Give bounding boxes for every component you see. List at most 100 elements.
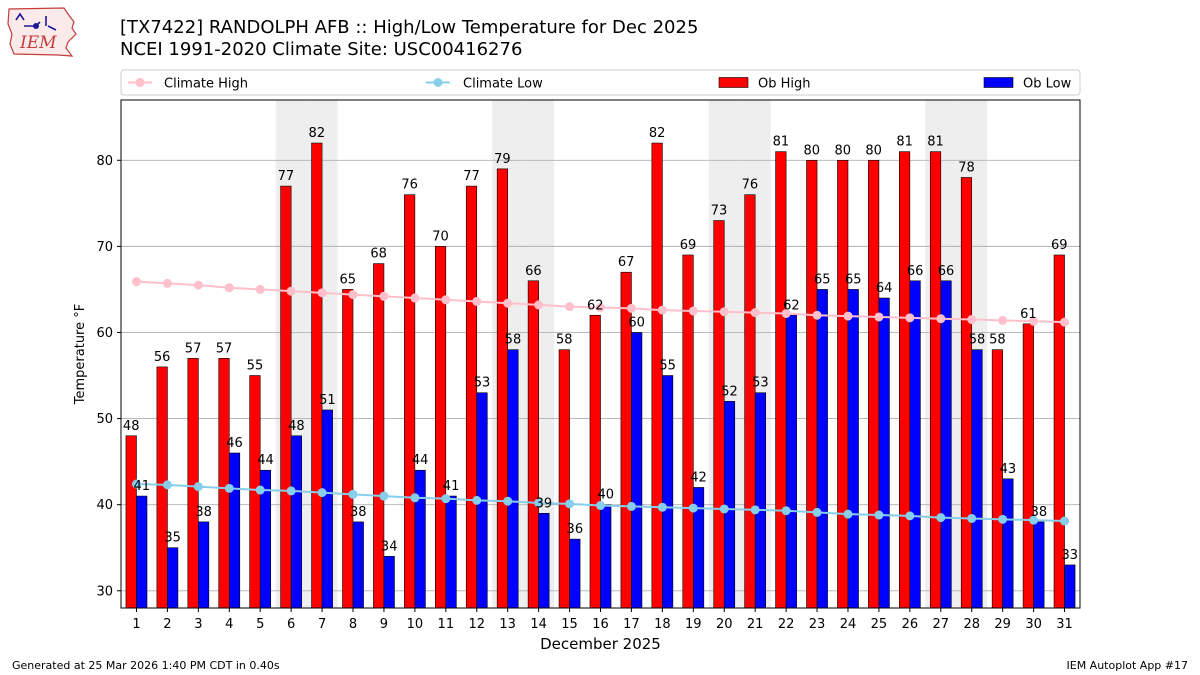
app-credit: IEM Autoplot App #17 — [1066, 659, 1189, 672]
climate-low-point — [626, 501, 636, 511]
ob-high-bar — [218, 358, 230, 609]
climate-high-point — [1029, 316, 1039, 326]
climate-high-point — [596, 303, 605, 313]
climate-low-point — [379, 491, 389, 501]
ob-high-label: 58 — [989, 333, 1006, 348]
x-tick-label: 23 — [809, 617, 826, 632]
climate-high-point — [317, 288, 327, 298]
x-tick-label: 5 — [256, 617, 264, 632]
ob-low-label: 65 — [814, 272, 831, 287]
ob-high-label: 78 — [958, 160, 975, 175]
ob-high-bar — [280, 185, 292, 609]
ob-high-label: 81 — [896, 135, 913, 150]
climate-high-point — [441, 295, 451, 305]
iem-logo: IEM — [7, 7, 77, 57]
logo-text: IEM — [19, 33, 57, 53]
climate-high-point — [750, 308, 760, 318]
climate-low-point — [255, 485, 265, 495]
ob-high-label: 65 — [339, 272, 356, 287]
ob-low-bar — [445, 495, 457, 609]
ob-low-label: 43 — [1000, 462, 1017, 477]
x-tick-label: 16 — [592, 617, 609, 632]
ob-high-bar — [589, 314, 601, 609]
ob-high-label: 57 — [185, 341, 202, 356]
legend-ob-high-label: Ob High — [758, 77, 811, 92]
x-tick-label: 20 — [716, 617, 733, 632]
ob-low-label: 39 — [536, 496, 553, 511]
ob-high-bar — [1022, 323, 1034, 609]
climate-high-point — [781, 309, 791, 319]
ob-high-label: 80 — [804, 143, 821, 158]
ob-low-bar — [878, 297, 890, 609]
ob-high-label: 80 — [834, 143, 851, 158]
climate-high-point — [410, 293, 420, 303]
y-tick-label: 80 — [96, 154, 113, 169]
ob-low-label: 66 — [907, 264, 924, 279]
x-tick-label: 1 — [132, 617, 140, 632]
x-tick-label: 14 — [530, 617, 547, 632]
ob-low-label: 51 — [319, 393, 336, 408]
climate-low-point — [348, 489, 358, 499]
ob-high-label: 82 — [309, 126, 326, 141]
x-tick-label: 17 — [623, 617, 640, 632]
ob-high-label: 79 — [494, 152, 511, 167]
climate-low-point — [503, 496, 513, 506]
x-tick-label: 2 — [163, 617, 171, 632]
climate-low-point — [1060, 516, 1070, 526]
climate-high-point — [843, 311, 853, 321]
ob-low-bar — [631, 332, 643, 609]
ob-high-bar — [713, 220, 725, 609]
ob-high-bar — [868, 159, 880, 609]
climate-high-point — [998, 315, 1008, 325]
ob-high-label: 82 — [649, 126, 666, 141]
ob-low-bar — [816, 289, 828, 609]
ob-high-bar — [929, 151, 942, 609]
ob-high-bar — [837, 159, 849, 609]
ob-high-label: 67 — [618, 255, 635, 270]
ob-low-bar — [785, 314, 797, 609]
ob-low-bar — [600, 504, 612, 609]
climate-low-point — [936, 513, 946, 523]
climate-low-point — [565, 499, 575, 509]
ob-low-bar — [847, 289, 859, 609]
legend-ob-high-swatch — [718, 77, 749, 88]
ob-low-bar — [909, 280, 921, 609]
chart-subtitle: NCEI 1991-2020 Climate Site: USC00416276 — [120, 39, 523, 60]
ob-low-label: 52 — [721, 384, 738, 399]
ob-high-bar — [991, 349, 1003, 609]
ob-low-label: 38 — [350, 505, 367, 520]
climate-high-point — [224, 283, 234, 293]
ob-low-bar — [352, 521, 364, 609]
climate-high-point — [719, 307, 729, 317]
ob-low-bar — [1064, 564, 1076, 609]
x-tick-label: 22 — [778, 617, 795, 632]
legend-climate-low-label: Climate Low — [463, 77, 543, 92]
ob-high-bar — [373, 263, 385, 609]
ob-high-bar — [465, 185, 478, 609]
ob-high-label: 70 — [432, 229, 449, 244]
x-tick-label: 24 — [840, 617, 857, 632]
x-tick-label: 21 — [747, 617, 764, 632]
climate-low-point — [657, 502, 667, 512]
x-axis-label: December 2025 — [540, 635, 661, 653]
climate-low-point — [596, 501, 605, 511]
legend-ob-low-swatch — [983, 77, 1014, 88]
ob-high-bar — [342, 289, 354, 609]
climate-high-point — [812, 310, 822, 320]
climate-high-point — [967, 315, 977, 325]
x-tick-label: 12 — [468, 617, 485, 632]
ob-low-bar — [723, 401, 736, 609]
climate-high-point — [534, 300, 544, 310]
ob-low-bar — [1002, 478, 1014, 609]
ob-low-bar — [228, 452, 241, 609]
ob-high-bar — [311, 142, 323, 609]
ob-low-label: 41 — [443, 479, 460, 494]
legend-climate-high-label: Climate High — [164, 77, 248, 92]
climate-low-point — [317, 488, 327, 498]
generated-timestamp: Generated at 25 Mar 2026 1:40 PM CDT in … — [12, 659, 280, 672]
ob-low-label: 65 — [845, 272, 862, 287]
ob-low-bar — [569, 538, 581, 609]
ob-high-label: 73 — [711, 204, 728, 219]
ob-low-bar — [321, 409, 333, 609]
x-tick-label: 7 — [318, 617, 326, 632]
